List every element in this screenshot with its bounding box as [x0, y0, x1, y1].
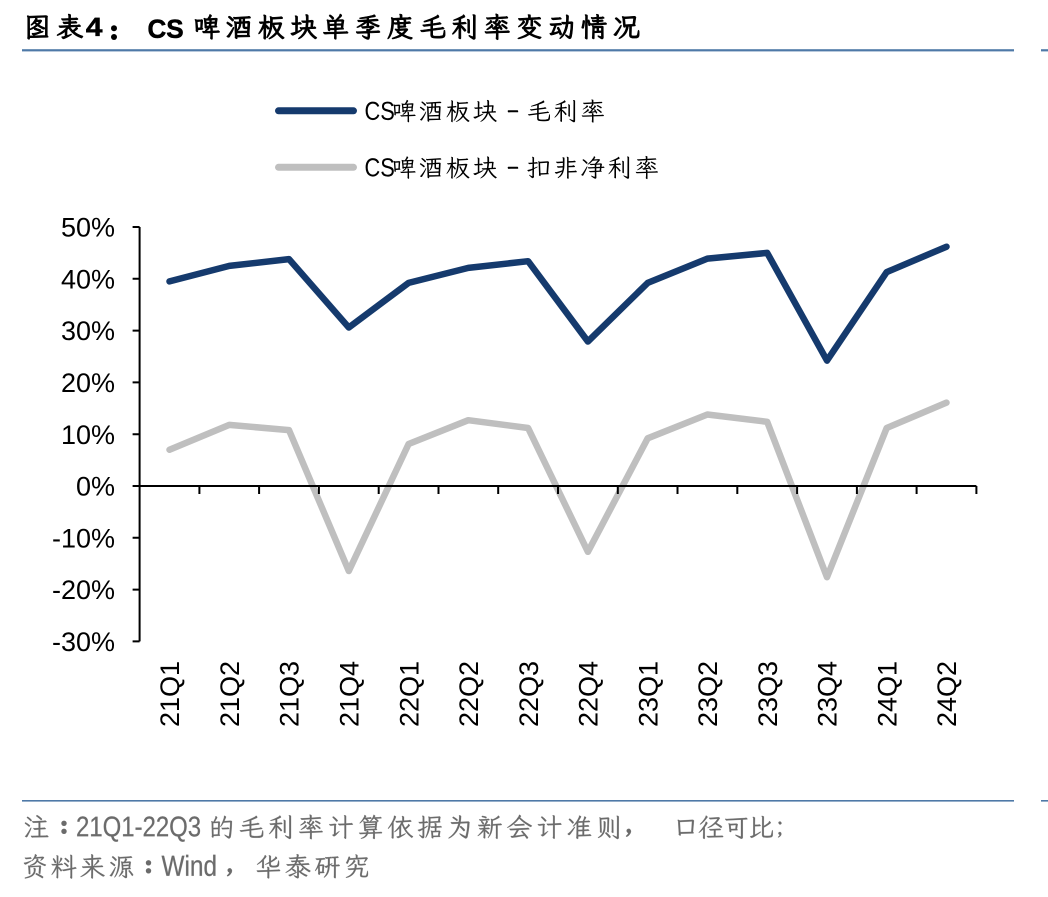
- svg-text:21Q2: 21Q2: [215, 661, 245, 727]
- svg-text:21Q1: 21Q1: [155, 661, 185, 727]
- svg-text:22Q3: 22Q3: [514, 661, 544, 727]
- svg-text:22Q2: 22Q2: [454, 661, 484, 727]
- svg-text:20%: 20%: [61, 368, 115, 398]
- svg-text:50%: 50%: [61, 213, 115, 243]
- svg-text:21Q4: 21Q4: [335, 661, 365, 727]
- svg-text:30%: 30%: [61, 316, 115, 346]
- svg-text:-20%: -20%: [52, 575, 115, 605]
- svg-text:40%: 40%: [61, 264, 115, 294]
- svg-text:22Q1: 22Q1: [394, 661, 424, 727]
- svg-text:24Q2: 24Q2: [932, 661, 962, 727]
- svg-text:23Q1: 23Q1: [633, 661, 663, 727]
- svg-text:23Q3: 23Q3: [753, 661, 783, 727]
- svg-text:-10%: -10%: [52, 523, 115, 553]
- svg-text:-30%: -30%: [52, 627, 115, 657]
- svg-text:23Q4: 23Q4: [813, 661, 843, 727]
- svg-text:24Q1: 24Q1: [872, 661, 902, 727]
- svg-text:21Q3: 21Q3: [275, 661, 305, 727]
- svg-text:22Q4: 22Q4: [574, 661, 604, 727]
- svg-text:23Q2: 23Q2: [693, 661, 723, 727]
- svg-text:10%: 10%: [61, 420, 115, 450]
- svg-text:0%: 0%: [76, 472, 115, 502]
